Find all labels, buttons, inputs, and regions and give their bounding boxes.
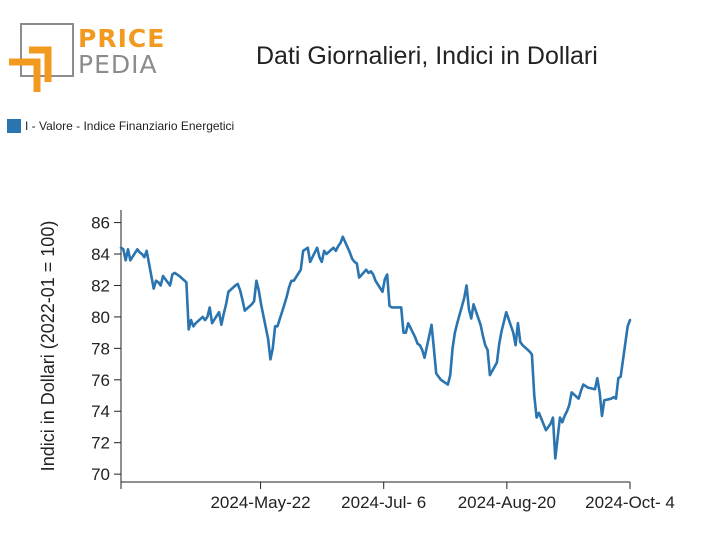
x-tick-label: 2024-May-22 — [210, 493, 310, 512]
legend: I - Valore - Indice Finanziario Energeti… — [7, 119, 234, 133]
logo-word-price: PRICE — [78, 24, 166, 53]
chart-title: Dati Giornalieri, Indici in Dollari — [256, 42, 598, 70]
x-tick-label: 2024-Jul- 6 — [341, 493, 426, 512]
y-tick-label: 78 — [91, 339, 110, 358]
y-tick-label: 74 — [91, 402, 110, 421]
pricepedia-logo: PRICE PEDIA — [8, 22, 168, 94]
y-tick-label: 80 — [91, 308, 110, 327]
y-tick-label: 72 — [91, 434, 110, 453]
y-tick-label: 84 — [91, 245, 110, 264]
x-tick-label: 2024-Oct- 4 — [585, 493, 675, 512]
y-tick-label: 86 — [91, 214, 110, 233]
y-tick-label: 82 — [91, 276, 110, 295]
y-tick-label: 76 — [91, 371, 110, 390]
y-tick-label: 70 — [91, 465, 110, 484]
x-tick-label: 2024-Aug-20 — [458, 493, 556, 512]
series-line — [119, 235, 632, 460]
logo-word-pedia: PEDIA — [78, 50, 158, 79]
legend-label: I - Valore - Indice Finanziario Energeti… — [25, 119, 235, 133]
logo-mark-icon — [9, 23, 74, 92]
legend-swatch — [7, 119, 21, 133]
y-axis-title: Indici in Dollari (2022-01 = 100) — [38, 221, 58, 472]
